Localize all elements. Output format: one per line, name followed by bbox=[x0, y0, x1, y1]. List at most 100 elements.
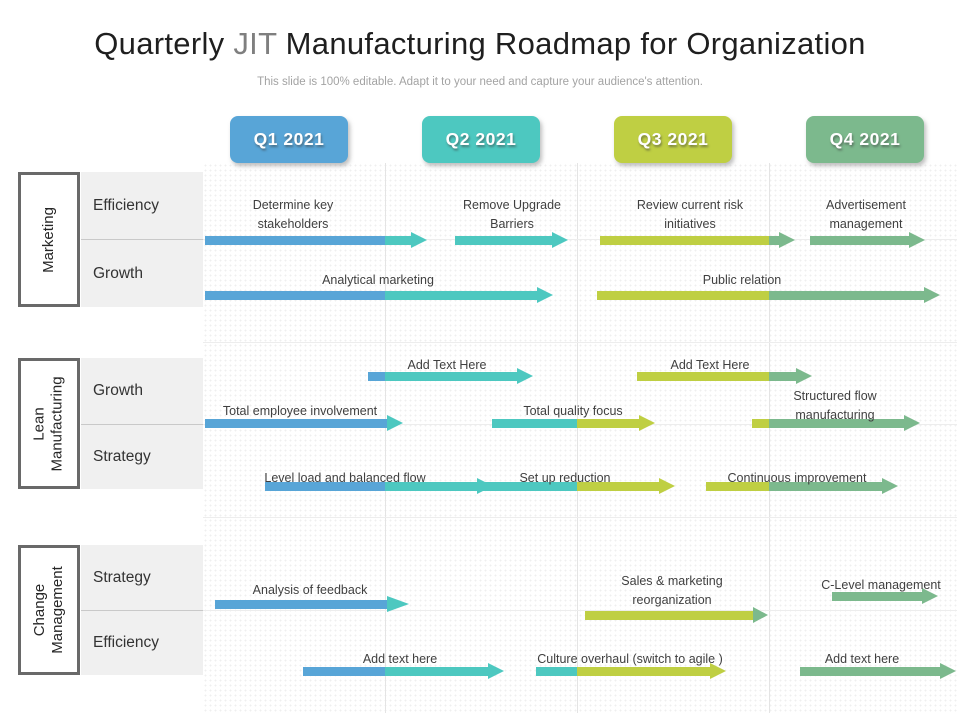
arrow-head-icon bbox=[779, 232, 795, 248]
arrow-label: Add text here bbox=[362, 652, 438, 666]
row-guide-line-4 bbox=[203, 517, 957, 518]
arrow-head-icon bbox=[796, 368, 812, 384]
arrow-head-icon bbox=[882, 478, 898, 494]
arrow-label: Add Text Here bbox=[407, 358, 487, 372]
row-label-cell-lean-manufacturing-growth: Growth bbox=[81, 358, 203, 424]
section-box-change-management: Change Management bbox=[18, 545, 80, 675]
arrow-head-icon bbox=[909, 232, 925, 248]
arrow-label: C-Level management bbox=[821, 578, 941, 592]
arrow-label: Public relation bbox=[702, 273, 782, 287]
arrow-label: Sales & marketing reorganization bbox=[621, 574, 723, 607]
arrow-label: Add text here bbox=[824, 652, 900, 666]
quarter-column-line-2 bbox=[577, 163, 578, 713]
arrow-label: Determine key stakeholders bbox=[252, 198, 334, 231]
arrow-segment bbox=[577, 419, 639, 428]
arrow-label: Advertisement management bbox=[826, 198, 906, 231]
row-guide-line-1 bbox=[203, 239, 957, 240]
quarter-header-q3-2021: Q3 2021 bbox=[614, 116, 732, 163]
row-label-cell-marketing-efficiency: Efficiency bbox=[81, 172, 203, 239]
arrow-segment bbox=[810, 236, 909, 245]
row-guide-line-2 bbox=[203, 342, 957, 343]
arrow-head-icon bbox=[710, 663, 726, 679]
arrow-segment bbox=[205, 291, 385, 300]
arrow-head-icon bbox=[904, 415, 920, 431]
arrow-segment bbox=[769, 419, 904, 428]
arrow-segment bbox=[385, 372, 517, 381]
page-title: Quarterly JIT Manufacturing Roadmap for … bbox=[0, 26, 960, 62]
arrow-segment bbox=[205, 419, 387, 428]
arrow-segment bbox=[597, 291, 769, 300]
arrow-head-icon bbox=[387, 596, 409, 612]
arrow-label: Culture overhaul (switch to agile ) bbox=[537, 652, 723, 666]
arrow-label: Continuous improvement bbox=[727, 471, 867, 485]
quarter-column-line-3 bbox=[769, 163, 770, 713]
arrow-head-icon bbox=[537, 287, 553, 303]
arrow-segment bbox=[303, 667, 385, 676]
arrow-segment bbox=[769, 482, 882, 491]
arrow-head-icon bbox=[940, 663, 956, 679]
subtitle: This slide is 100% editable. Adapt it to… bbox=[257, 76, 703, 88]
arrow-segment bbox=[577, 667, 710, 676]
arrow-segment bbox=[368, 372, 385, 381]
section-label: Lean Manufacturing bbox=[31, 375, 67, 472]
quarter-header-q1-2021: Q1 2021 bbox=[230, 116, 348, 163]
arrow-head-icon bbox=[922, 588, 938, 604]
arrow-segment bbox=[832, 592, 922, 601]
arrow-segment bbox=[481, 482, 577, 491]
section-label: Marketing bbox=[40, 206, 58, 273]
arrow-segment bbox=[585, 611, 753, 620]
quarter-header-q2-2021: Q2 2021 bbox=[422, 116, 540, 163]
arrow-label: Remove Upgrade Barriers bbox=[463, 198, 561, 231]
arrow-segment bbox=[385, 236, 411, 245]
row-label-cell-change-management-strategy: Strategy bbox=[81, 545, 203, 610]
title-highlight: JIT bbox=[233, 26, 277, 61]
arrow-segment bbox=[385, 667, 488, 676]
arrow-head-icon bbox=[924, 287, 940, 303]
title-suffix: Manufacturing Roadmap for Organization bbox=[276, 26, 866, 61]
quarter-column-line-1 bbox=[385, 163, 386, 713]
arrow-head-icon bbox=[552, 232, 568, 248]
arrow-label: Structured flow manufacturing bbox=[793, 389, 877, 422]
title-prefix: Quarterly bbox=[94, 26, 234, 61]
arrow-segment bbox=[637, 372, 769, 381]
arrow-label: Level load and balanced flow bbox=[264, 471, 426, 485]
arrow-head-icon bbox=[387, 415, 403, 431]
arrow-head-icon bbox=[411, 232, 427, 248]
row-label-cell-marketing-growth: Growth bbox=[81, 239, 203, 307]
arrow-segment bbox=[215, 600, 387, 609]
row-label-cell-change-management-efficiency: Efficiency bbox=[81, 610, 203, 675]
arrow-label: Total employee involvement bbox=[222, 404, 378, 418]
arrow-label: Analytical marketing bbox=[322, 273, 434, 287]
section-label: Change Management bbox=[31, 566, 67, 654]
arrow-head-icon bbox=[639, 415, 655, 431]
row-label-cell-lean-manufacturing-strategy: Strategy bbox=[81, 424, 203, 489]
arrow-label: Review current risk initiatives bbox=[636, 198, 744, 231]
arrow-label: Total quality focus bbox=[523, 404, 623, 418]
arrow-segment bbox=[752, 419, 769, 428]
arrow-segment bbox=[385, 291, 537, 300]
section-box-marketing: Marketing bbox=[18, 172, 80, 307]
arrow-segment bbox=[800, 667, 940, 676]
arrow-label: Set up reduction bbox=[519, 471, 611, 485]
quarter-header-q4-2021: Q4 2021 bbox=[806, 116, 924, 163]
section-box-lean-manufacturing: Lean Manufacturing bbox=[18, 358, 80, 489]
arrow-segment bbox=[600, 236, 769, 245]
arrow-label: Add Text Here bbox=[670, 358, 750, 372]
arrow-segment bbox=[455, 236, 552, 245]
arrow-label: Analysis of feedback bbox=[252, 583, 368, 597]
arrow-head-icon bbox=[488, 663, 504, 679]
arrow-segment bbox=[769, 372, 796, 381]
arrow-segment bbox=[706, 482, 769, 491]
arrow-segment bbox=[769, 291, 924, 300]
arrow-segment bbox=[769, 236, 779, 245]
chart-background bbox=[203, 163, 957, 713]
arrow-head-icon bbox=[753, 607, 768, 623]
arrow-segment bbox=[265, 482, 385, 491]
arrow-segment bbox=[492, 419, 577, 428]
arrow-segment bbox=[577, 482, 659, 491]
arrow-head-icon bbox=[659, 478, 675, 494]
arrow-segment bbox=[385, 482, 477, 491]
arrow-head-icon bbox=[517, 368, 533, 384]
arrow-segment bbox=[536, 667, 577, 676]
